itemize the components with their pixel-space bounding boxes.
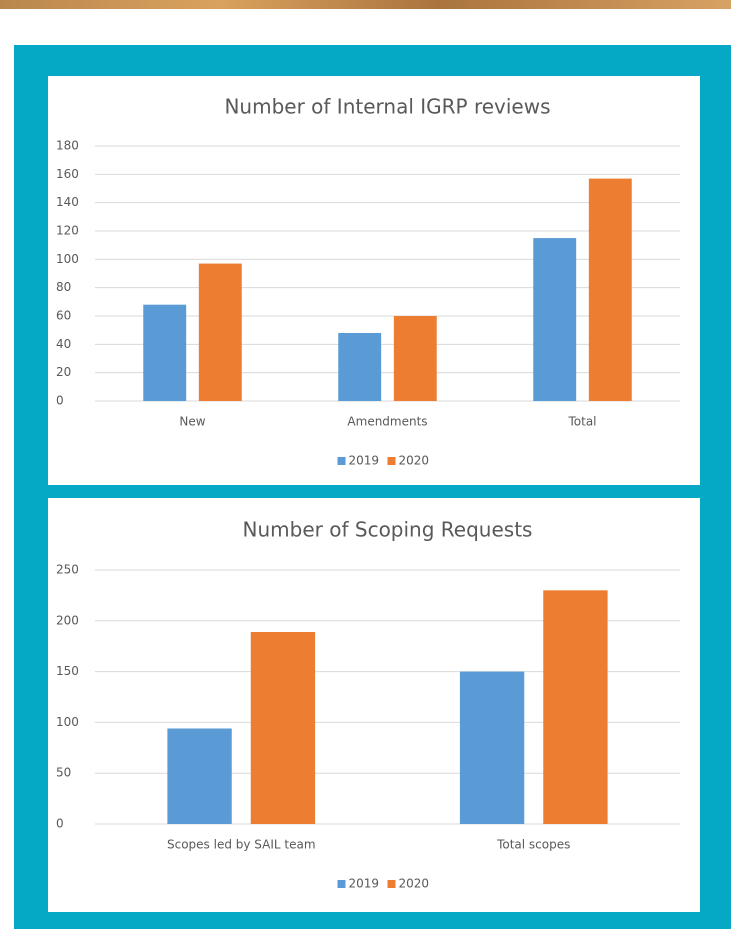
legend-swatch bbox=[338, 880, 346, 888]
bar bbox=[338, 333, 381, 401]
legend-swatch bbox=[388, 457, 396, 465]
y-tick-label: 20 bbox=[56, 365, 71, 379]
bar bbox=[251, 632, 315, 824]
y-tick-label: 100 bbox=[56, 715, 79, 729]
header-strip bbox=[0, 0, 731, 9]
bar bbox=[460, 672, 524, 824]
y-tick-label: 140 bbox=[56, 195, 79, 209]
legend-label: 2019 bbox=[349, 454, 380, 468]
legend-label: 2020 bbox=[399, 454, 430, 468]
bar bbox=[199, 264, 242, 401]
chart-title: Number of Scoping Requests bbox=[243, 518, 533, 542]
y-tick-label: 50 bbox=[56, 766, 71, 780]
page: Number of Internal IGRP reviews 0 20 40 60 80… bbox=[0, 0, 731, 929]
y-tick-label: 0 bbox=[56, 817, 64, 831]
bar bbox=[143, 305, 186, 401]
y-tick-label: 150 bbox=[56, 664, 79, 678]
page-canvas: Number of Internal IGRP reviews 0 20 40 60 80… bbox=[0, 0, 731, 929]
bar bbox=[543, 590, 607, 824]
x-tick-label: Amendments bbox=[347, 415, 427, 429]
y-tick-label: 250 bbox=[56, 563, 79, 577]
legend-swatch bbox=[388, 880, 396, 888]
y-tick-label: 200 bbox=[56, 613, 79, 627]
legend-label: 2019 bbox=[349, 877, 380, 891]
chart-title: Number of Internal IGRP reviews bbox=[224, 95, 550, 119]
y-tick-label: 40 bbox=[56, 337, 71, 351]
y-tick-label: 160 bbox=[56, 167, 79, 181]
x-tick-label: Scopes led by SAIL team bbox=[167, 838, 316, 852]
bar bbox=[533, 238, 576, 401]
x-tick-label: Total scopes bbox=[496, 838, 570, 852]
y-tick-label: 100 bbox=[56, 252, 79, 266]
bar bbox=[589, 179, 632, 401]
y-tick-label: 0 bbox=[56, 394, 64, 408]
x-tick-label: New bbox=[179, 415, 205, 429]
y-tick-label: 60 bbox=[56, 309, 71, 323]
x-tick-label: Total bbox=[567, 415, 596, 429]
y-tick-label: 80 bbox=[56, 280, 71, 294]
y-tick-label: 120 bbox=[56, 224, 79, 238]
y-tick-label: 180 bbox=[56, 139, 79, 153]
legend-swatch bbox=[338, 457, 346, 465]
legend-label: 2020 bbox=[399, 877, 430, 891]
bar bbox=[167, 728, 231, 824]
bar bbox=[394, 316, 437, 401]
